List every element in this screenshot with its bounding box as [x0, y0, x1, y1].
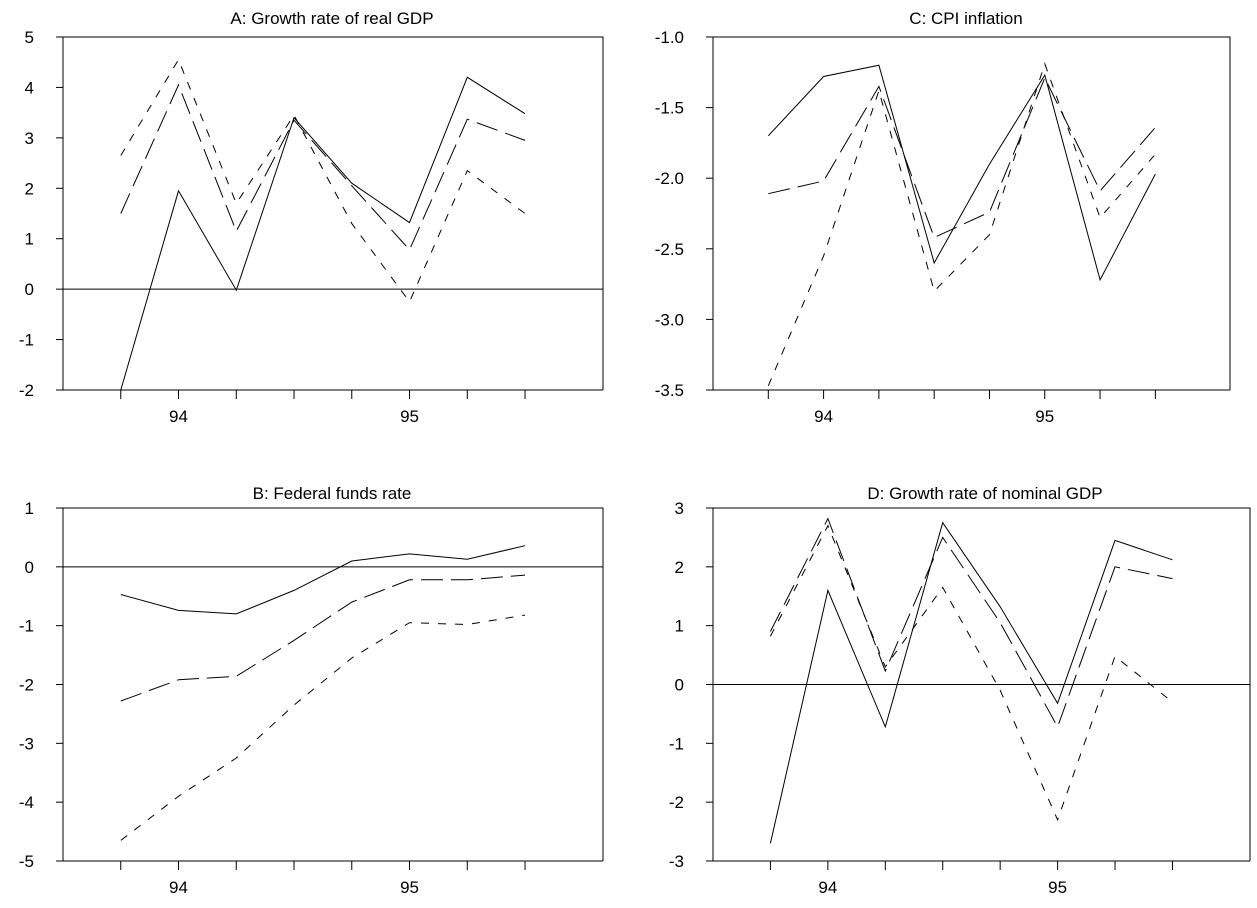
panel-b-y-tick-label: 1	[25, 499, 34, 518]
panel-a-growth-real-gdp: A: Growth rate of real GDP 5 4 3 2 1 0 -1 -2 94 9…	[19, 9, 604, 426]
panel-a-y-tick-label: 5	[25, 28, 34, 47]
panel-d-series-short-dash-line	[769, 524, 1173, 822]
panel-c-y-tick-label: -3.0	[655, 310, 684, 329]
panel-b-x-tick-label: 95	[400, 878, 419, 897]
panel-d-title: D: Growth rate of nominal GDP	[867, 484, 1102, 503]
panel-c-series-short-dash-line	[767, 62, 1156, 386]
panel-d-series-long-dash-line	[769, 517, 1173, 729]
panel-d-y-tick-label: 2	[675, 558, 684, 577]
panel-d-x-tick-label: 95	[1048, 878, 1067, 897]
panel-c-cpi-inflation: C: CPI inflation -1.0 -1.5 -2.0 -2.5 -3.0 -3.…	[655, 9, 1231, 426]
panel-d-y-tick-label: 1	[675, 617, 684, 636]
panel-d-y-tick-label: -1	[669, 734, 684, 753]
panel-b-y-tick-label: 0	[25, 558, 34, 577]
panel-a-y-tick-label: 4	[25, 78, 34, 97]
panel-b-y-tick-label: -5	[19, 852, 34, 871]
panel-b-frame	[62, 507, 604, 861]
panel-b-y-tick-label: -2	[19, 676, 34, 695]
panel-c-x-tick-label: 94	[814, 407, 833, 426]
panel-c-series-long-dash-line	[768, 76, 1156, 239]
panel-d-y-tick-label: 3	[675, 499, 684, 518]
panel-b-series-long-dash-line	[120, 574, 526, 702]
panel-a-x-tick-label: 95	[400, 407, 419, 426]
panel-c-y-tick-label: -2.0	[655, 169, 684, 188]
panel-b-y-tick-label: -4	[19, 793, 34, 812]
panel-c-y-tick-label: -2.5	[655, 240, 684, 259]
panel-b-series-short-dash-line	[120, 614, 526, 841]
panel-c-x-tick-label: 95	[1035, 407, 1054, 426]
panel-a-y-tick-label: 2	[25, 179, 34, 198]
panel-d-series-solid-line	[769, 521, 1173, 844]
panel-c-frame	[712, 36, 1231, 390]
panel-a-y-tick-label: 1	[25, 230, 34, 249]
panel-a-x-tick-label: 94	[169, 407, 188, 426]
panel-b-y-tick-label: -3	[19, 734, 34, 753]
panel-a-frame	[62, 36, 604, 390]
panel-c-title: C: CPI inflation	[909, 9, 1022, 28]
panel-a-y-tick-label: -2	[19, 381, 34, 400]
panel-a-series-solid-line	[120, 76, 526, 391]
panel-a-y-tick-label: 0	[25, 280, 34, 299]
panel-d-y-tick-label: 0	[675, 676, 684, 695]
panel-a-y-tick-label: 3	[25, 129, 34, 148]
panel-b-series-solid-line	[120, 545, 526, 615]
panel-a-title: A: Growth rate of real GDP	[230, 9, 433, 28]
panel-b-federal-funds-rate: B: Federal funds rate 1 0 -1 -2 -3 -4 -5 94 95	[19, 484, 604, 897]
panel-d-x-tick-label: 94	[818, 878, 837, 897]
panel-b-y-tick-label: -1	[19, 617, 34, 636]
panel-a-series-short-dash-line	[120, 58, 526, 303]
panel-d-y-tick-label: -3	[669, 852, 684, 871]
panel-c-y-tick-label: -1.5	[655, 99, 684, 118]
panel-b-x-tick-label: 94	[169, 878, 188, 897]
panel-c-y-tick-label: -3.5	[655, 381, 684, 400]
panel-d-y-tick-label: -2	[669, 793, 684, 812]
panel-b-title: B: Federal funds rate	[253, 484, 412, 503]
panel-a-series-long-dash-line	[120, 83, 526, 251]
panel-c-series-solid-line	[767, 64, 1156, 282]
panel-a-y-tick-label: -1	[19, 331, 34, 350]
panel-c-y-tick-label: -1.0	[655, 28, 684, 47]
panel-d-growth-nominal-gdp: D: Growth rate of nominal GDP 3 2 1 0 -1 -2 -3…	[669, 484, 1251, 897]
